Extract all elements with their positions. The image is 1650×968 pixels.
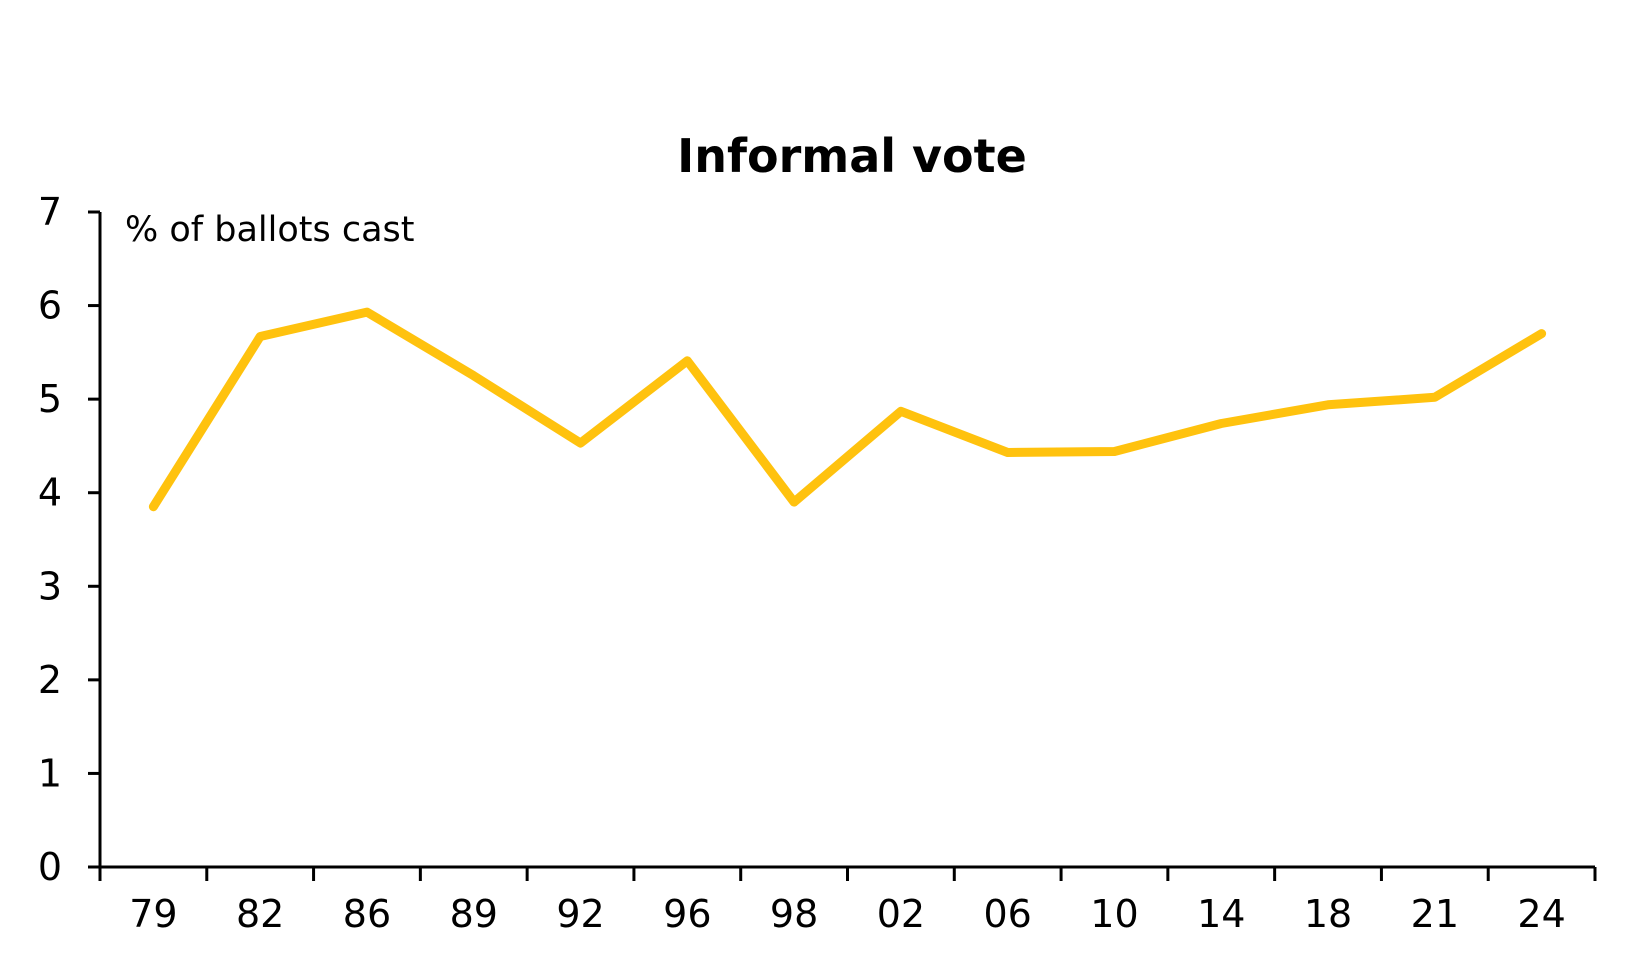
x-tick-label: 24 <box>1517 892 1565 936</box>
x-tick-label: 82 <box>236 892 284 936</box>
x-tick-label: 21 <box>1411 892 1459 936</box>
x-tick-label: 14 <box>1197 892 1245 936</box>
y-tick-label: 1 <box>38 751 62 795</box>
x-tick-label: 96 <box>663 892 711 936</box>
y-tick-label: 5 <box>38 377 62 421</box>
series-lines <box>148 307 1547 512</box>
x-tick-label: 79 <box>129 892 177 936</box>
y-tick-label: 3 <box>38 564 62 608</box>
x-tick-label: 06 <box>983 892 1031 936</box>
axes <box>98 212 1595 869</box>
x-tick-label: 92 <box>556 892 604 936</box>
x-tick-label: 02 <box>877 892 925 936</box>
x-tick-label: 89 <box>450 892 498 936</box>
y-tick-label: 2 <box>38 658 62 702</box>
y-tick-label: 0 <box>38 845 62 889</box>
y-axis-ticks: 0 1 2 3 4 5 6 7 <box>38 190 100 889</box>
x-tick-label: 98 <box>770 892 818 936</box>
x-axis-ticks: 79 82 86 89 92 96 98 02 06 10 14 18 21 24 <box>98 867 1597 936</box>
y-unit-label: % of ballots cast <box>125 210 415 250</box>
y-tick-label: 7 <box>38 190 62 234</box>
x-tick-label: 10 <box>1090 892 1138 936</box>
x-tick-label: 86 <box>343 892 391 936</box>
series-line <box>148 307 1547 512</box>
x-tick-label: 18 <box>1304 892 1352 936</box>
chart-title: Informal vote <box>677 129 1027 183</box>
y-tick-label: 4 <box>38 471 62 515</box>
y-tick-label: 6 <box>38 284 62 328</box>
